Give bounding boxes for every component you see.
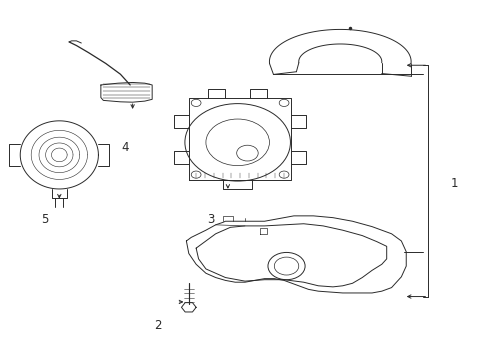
Text: 2: 2 <box>154 319 162 332</box>
Text: 3: 3 <box>207 213 215 226</box>
Text: 4: 4 <box>122 141 129 154</box>
Text: 1: 1 <box>450 177 458 190</box>
Text: 5: 5 <box>41 213 49 226</box>
